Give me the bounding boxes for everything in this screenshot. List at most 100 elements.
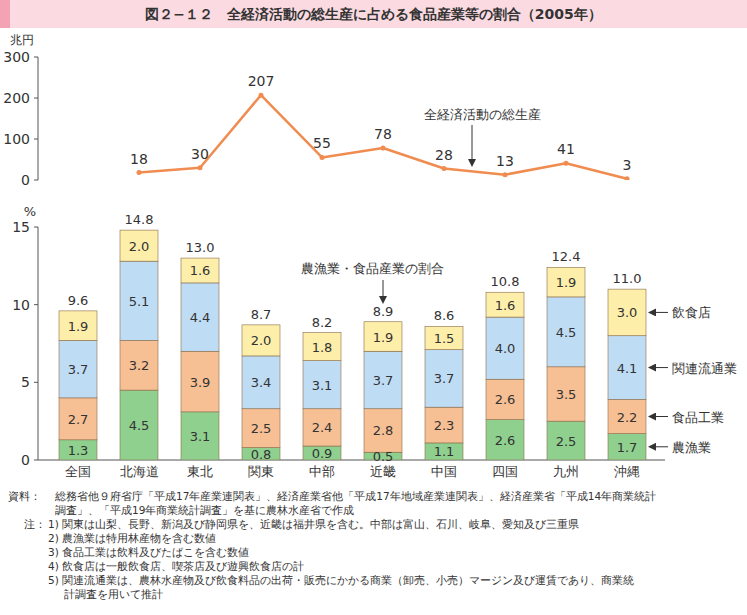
point [503, 172, 508, 177]
bar-segment [547, 367, 585, 421]
source-text: 総務省他９府省庁「平成17年産業連関表」、経済産業省他「平成17年地域産業連関表… [54, 490, 656, 502]
data-label: 4.4 [190, 310, 211, 325]
data-label: 4.1 [617, 361, 638, 376]
data-label: 1.7 [617, 440, 638, 455]
data-label: 2.2 [617, 410, 638, 425]
total-label: 8.7 [251, 307, 272, 322]
title-bar [0, 0, 747, 28]
y-tick-label: 5 [21, 374, 30, 390]
y-tick [34, 382, 38, 383]
chart: 図２−１２ 全経済活動の総生産に占める食品産業等の割合（2005年）兆円0100… [0, 0, 747, 615]
y-axis-label: % [24, 204, 36, 219]
data-label: 1.9 [556, 275, 577, 290]
bar-segment [303, 409, 341, 446]
point [564, 161, 569, 166]
data-label: 3.0 [617, 305, 638, 320]
total-label: 8.2 [312, 315, 333, 330]
y-tick-label: 0 [21, 172, 30, 188]
data-label: 1.1 [434, 444, 455, 459]
data-label: 1.9 [68, 319, 89, 334]
data-label: 30 [191, 146, 209, 162]
legend-arrow [650, 312, 668, 313]
line [139, 95, 627, 179]
data-label: 2.5 [251, 421, 272, 436]
bar-segment [242, 409, 280, 448]
x-tick-label: 中国 [431, 464, 457, 479]
data-label: 3.7 [434, 371, 455, 386]
data-label: 2.5 [556, 434, 577, 449]
source-label: 資料： [8, 490, 41, 502]
bar-segment [364, 322, 402, 352]
bar-segment [425, 443, 463, 460]
bar-segment [547, 267, 585, 297]
y-tick-label: 10 [12, 297, 30, 313]
bar-group [59, 230, 646, 460]
data-label: 2.7 [68, 412, 89, 427]
bar-segment [120, 390, 158, 460]
bar-segment [608, 434, 646, 460]
bar-segment [425, 326, 463, 349]
bar-segment [486, 420, 524, 460]
y-tick [34, 227, 38, 228]
bar-segment [120, 340, 158, 390]
legend-label: 飲食店 [672, 305, 711, 320]
x-tick-label: 近畿 [370, 464, 396, 479]
data-label: 78 [374, 126, 392, 142]
bar-segment [425, 350, 463, 407]
data-label: 28 [435, 147, 453, 163]
line-group [137, 93, 630, 180]
data-label: 0.9 [312, 446, 333, 461]
note-text: 1) 関東は山梨、長野、新潟及び静岡県を、近畿は福井県を含む。中部は富山、石川、… [48, 518, 579, 530]
note-text: 5) 関連流通業は、農林水産物及び飲食料品の出荷・販売にかかる商業（卸売、小売）… [48, 574, 634, 586]
data-label: 3.5 [556, 387, 577, 402]
bar-segment [181, 351, 219, 412]
x-tick-label: 沖縄 [614, 464, 640, 479]
bar-segment [59, 311, 97, 341]
total-label: 12.4 [552, 249, 581, 264]
bar-segment [364, 351, 402, 408]
notes-label: 注： [24, 518, 46, 530]
data-label: 1.9 [373, 330, 394, 345]
y-axis [38, 57, 39, 180]
y-tick-label: 0 [21, 452, 30, 468]
data-label: 13 [496, 153, 514, 169]
data-label: 4.0 [495, 341, 516, 356]
point [442, 166, 447, 171]
bar-segment [59, 340, 97, 397]
data-label: 3.4 [251, 375, 272, 390]
data-label: 0.8 [251, 447, 272, 462]
data-label: 3.7 [68, 362, 89, 377]
data-label: 55 [313, 135, 331, 151]
total-label: 8.9 [373, 304, 394, 319]
bar-segment [486, 379, 524, 419]
bar-segment [120, 230, 158, 261]
x-tick-label: 全国 [65, 464, 91, 479]
legend-label: 関連流通業 [672, 361, 737, 376]
point [137, 170, 142, 175]
bar-segment [242, 325, 280, 356]
annotation: 全経済活動の総生産 [424, 107, 541, 122]
total-label: 9.6 [68, 293, 89, 308]
note-text: 2) 農漁業は特用林産物を含む数値 [48, 532, 216, 544]
data-label: 2.3 [434, 418, 455, 433]
data-label: 3.1 [312, 378, 333, 393]
note-text: 4) 飲食店は一般飲食店、喫茶店及び遊興飲食店の計 [48, 560, 304, 572]
total-label: 14.8 [125, 212, 154, 227]
data-label: 41 [557, 141, 575, 157]
point [259, 93, 264, 98]
bar-segment [364, 409, 402, 452]
legend-label: 食品工業 [672, 410, 724, 425]
point [198, 165, 203, 170]
bar-segment [608, 289, 646, 336]
y-tick-label: 15 [12, 219, 30, 235]
data-label: 18 [130, 151, 148, 167]
bar-segment [242, 356, 280, 409]
point [381, 146, 386, 151]
data-label: 3.7 [373, 373, 394, 388]
bar-segment [59, 440, 97, 460]
y-tick [34, 139, 38, 140]
bar-segment [181, 412, 219, 460]
legend-arrow [650, 367, 668, 368]
note-text: 3) 食品工業は飲料及びたばこを含む数値 [48, 546, 249, 558]
title-accent [0, 0, 10, 28]
